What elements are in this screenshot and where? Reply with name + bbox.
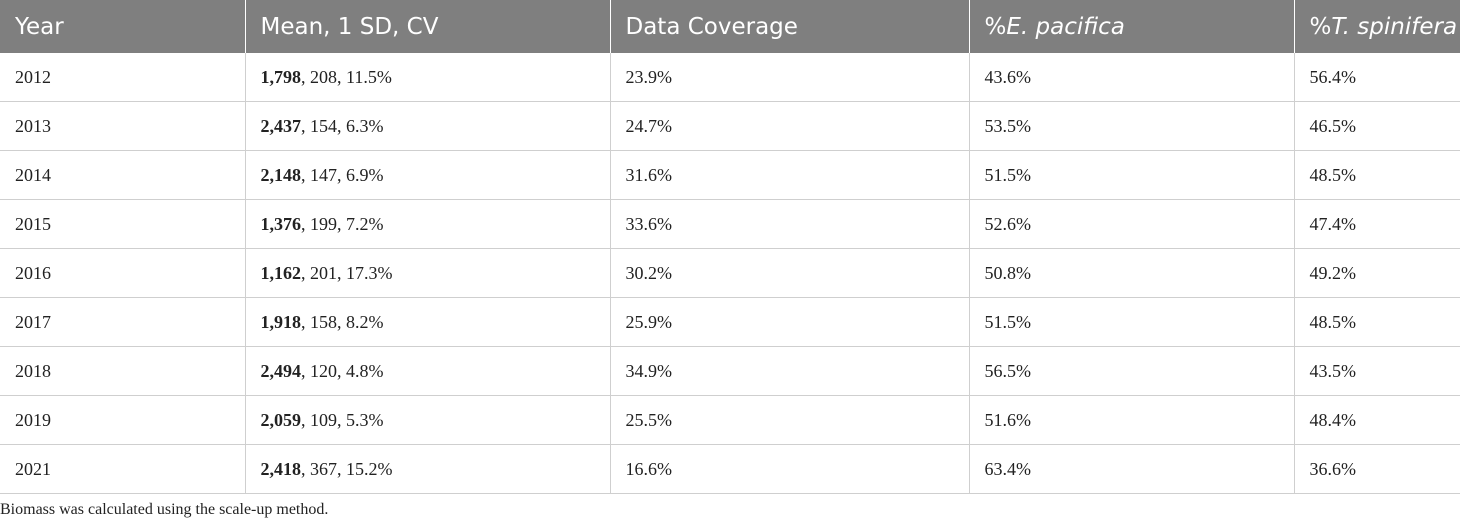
cell-t-spinifera: 56.4%: [1293, 53, 1460, 102]
cell-sd-cv: , 158, 8.2%: [301, 311, 384, 332]
cell-data-coverage: 25.9%: [609, 297, 969, 347]
cell-t-spinifera: 48.4%: [1293, 395, 1460, 445]
table-row: 2021 2,418, 367, 15.2% 16.6% 63.4% 36.6%: [0, 444, 1460, 494]
table-row: 2013 2,437, 154, 6.3% 24.7% 53.5% 46.5%: [0, 101, 1460, 151]
header-data-coverage: Data Coverage: [609, 0, 969, 53]
cell-sd-cv: , 120, 4.8%: [301, 360, 384, 381]
cell-mean-value: 1,798: [260, 66, 302, 87]
cell-t-spinifera: 48.5%: [1293, 297, 1460, 347]
cell-year: 2016: [0, 248, 245, 298]
cell-mean-sd-cv: 2,494, 120, 4.8%: [244, 346, 610, 396]
table-row: 2017 1,918, 158, 8.2% 25.9% 51.5% 48.5%: [0, 297, 1460, 347]
cell-mean-value: 2,437: [260, 115, 302, 136]
cell-mean-sd-cv: 1,376, 199, 7.2%: [244, 199, 610, 249]
table-header: Year Mean, 1 SD, CV Data Coverage %E. pa…: [0, 0, 1460, 53]
cell-mean-sd-cv: 1,798, 208, 11.5%: [244, 53, 610, 102]
cell-sd-cv: , 201, 17.3%: [301, 262, 393, 283]
cell-data-coverage: 31.6%: [609, 150, 969, 200]
cell-mean-sd-cv: 2,059, 109, 5.3%: [244, 395, 610, 445]
cell-e-pacifica: 51.5%: [968, 297, 1294, 347]
table-row: 2014 2,148, 147, 6.9% 31.6% 51.5% 48.5%: [0, 150, 1460, 200]
cell-t-spinifera: 49.2%: [1293, 248, 1460, 298]
cell-year: 2014: [0, 150, 245, 200]
cell-year: 2017: [0, 297, 245, 347]
header-e-pacifica-name: E. pacifica: [1006, 13, 1125, 40]
header-mean-sd-cv: Mean, 1 SD, CV: [244, 0, 610, 53]
cell-data-coverage: 30.2%: [609, 248, 969, 298]
cell-e-pacifica: 56.5%: [968, 346, 1294, 396]
biomass-table: Year Mean, 1 SD, CV Data Coverage %E. pa…: [0, 0, 1460, 494]
cell-data-coverage: 34.9%: [609, 346, 969, 396]
cell-e-pacifica: 51.6%: [968, 395, 1294, 445]
header-t-spinifera: %T. spinifera: [1293, 0, 1460, 53]
cell-mean-value: 2,494: [260, 360, 302, 381]
cell-mean-value: 2,059: [260, 409, 302, 430]
cell-data-coverage: 23.9%: [609, 53, 969, 102]
cell-t-spinifera: 36.6%: [1293, 444, 1460, 494]
cell-mean-sd-cv: 1,162, 201, 17.3%: [244, 248, 610, 298]
cell-sd-cv: , 109, 5.3%: [301, 409, 384, 430]
cell-mean-sd-cv: 2,148, 147, 6.9%: [244, 150, 610, 200]
header-t-spinifera-name: T. spinifera: [1331, 13, 1458, 40]
cell-e-pacifica: 50.8%: [968, 248, 1294, 298]
cell-sd-cv: , 154, 6.3%: [301, 115, 384, 136]
cell-year: 2018: [0, 346, 245, 396]
cell-data-coverage: 33.6%: [609, 199, 969, 249]
cell-year: 2019: [0, 395, 245, 445]
cell-sd-cv: , 208, 11.5%: [301, 66, 392, 87]
cell-mean-value: 1,162: [260, 262, 302, 283]
cell-sd-cv: , 147, 6.9%: [301, 164, 384, 185]
cell-sd-cv: , 199, 7.2%: [301, 213, 384, 234]
cell-e-pacifica: 63.4%: [968, 444, 1294, 494]
cell-year: 2013: [0, 101, 245, 151]
cell-t-spinifera: 43.5%: [1293, 346, 1460, 396]
cell-data-coverage: 24.7%: [609, 101, 969, 151]
header-e-pacifica-prefix: %: [984, 13, 1007, 40]
table-row: 2016 1,162, 201, 17.3% 30.2% 50.8% 49.2%: [0, 248, 1460, 298]
header-row: Year Mean, 1 SD, CV Data Coverage %E. pa…: [0, 0, 1460, 53]
cell-e-pacifica: 52.6%: [968, 199, 1294, 249]
table-row: 2012 1,798, 208, 11.5% 23.9% 43.6% 56.4%: [0, 53, 1460, 102]
cell-e-pacifica: 43.6%: [968, 53, 1294, 102]
table-row: 2015 1,376, 199, 7.2% 33.6% 52.6% 47.4%: [0, 199, 1460, 249]
cell-data-coverage: 16.6%: [609, 444, 969, 494]
cell-e-pacifica: 53.5%: [968, 101, 1294, 151]
cell-t-spinifera: 47.4%: [1293, 199, 1460, 249]
table-row: 2018 2,494, 120, 4.8% 34.9% 56.5% 43.5%: [0, 346, 1460, 396]
cell-e-pacifica: 51.5%: [968, 150, 1294, 200]
cell-mean-sd-cv: 2,418, 367, 15.2%: [244, 444, 610, 494]
cell-mean-value: 2,418: [260, 458, 302, 479]
cell-t-spinifera: 46.5%: [1293, 101, 1460, 151]
cell-sd-cv: , 367, 15.2%: [301, 458, 393, 479]
cell-mean-value: 2,148: [260, 164, 302, 185]
cell-mean-sd-cv: 1,918, 158, 8.2%: [244, 297, 610, 347]
table-footnote: Biomass was calculated using the scale-u…: [0, 501, 329, 518]
cell-t-spinifera: 48.5%: [1293, 150, 1460, 200]
cell-year: 2015: [0, 199, 245, 249]
header-t-spinifera-prefix: %: [1309, 13, 1332, 40]
cell-mean-value: 1,918: [260, 311, 302, 332]
table-body: 2012 1,798, 208, 11.5% 23.9% 43.6% 56.4%…: [0, 53, 1460, 494]
table-row: 2019 2,059, 109, 5.3% 25.5% 51.6% 48.4%: [0, 395, 1460, 445]
cell-mean-value: 1,376: [260, 213, 302, 234]
cell-data-coverage: 25.5%: [609, 395, 969, 445]
header-year: Year: [0, 0, 245, 53]
cell-year: 2012: [0, 53, 245, 102]
cell-mean-sd-cv: 2,437, 154, 6.3%: [244, 101, 610, 151]
cell-year: 2021: [0, 444, 245, 494]
header-e-pacifica: %E. pacifica: [968, 0, 1294, 53]
